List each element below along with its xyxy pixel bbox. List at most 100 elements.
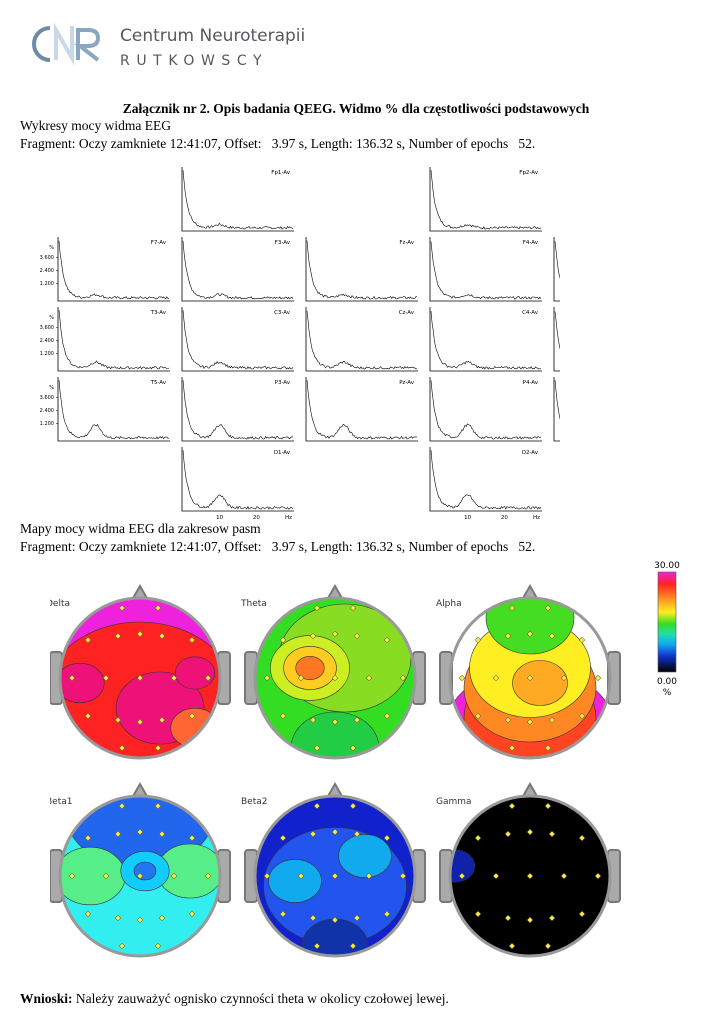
spectrum-axes: [181, 377, 294, 442]
electrode-marker: [313, 744, 321, 752]
topomap-alpha: Alpha: [436, 583, 621, 760]
spectrum-f7-av: F7-Av% 3.600 2.400 1.200: [40, 237, 170, 302]
spectrum-line: [306, 240, 418, 300]
y-unit-label: %: [49, 315, 54, 321]
electrode-marker: [309, 716, 317, 724]
band-label: Beta2: [241, 797, 267, 807]
spectrum-c4-av: C4-Av: [429, 307, 542, 372]
topomap-fill: [255, 796, 415, 956]
spectrum-axes: [181, 237, 294, 302]
scale-min-label: 0.00: [657, 677, 677, 687]
electrode-marker: [309, 830, 317, 838]
electrode-marker: [263, 872, 271, 880]
electrode-marker: [474, 834, 482, 842]
electrode-marker: [170, 872, 178, 880]
topomap-contour: [338, 834, 392, 878]
channel-label: F4-Av: [523, 240, 539, 246]
spectrum-line: [58, 380, 170, 440]
spectrum-line: [182, 170, 294, 230]
spectrum-line: [430, 380, 542, 440]
y-tick-label: 2.400: [40, 338, 54, 344]
spectrum-axes: [57, 237, 170, 302]
spectrum-axes: [429, 377, 542, 442]
maps-fragment-info: Fragment: Oczy zamkniete 12:41:07, Offse…: [20, 539, 536, 554]
electrode-marker: [365, 872, 373, 880]
head-nose: [131, 583, 149, 601]
spectrum-axes: [57, 377, 170, 442]
electrode-marker: [383, 834, 391, 842]
electrode-marker: [309, 632, 317, 640]
spectra-fragment-info: Fragment: Oczy zamkniete 12:41:07, Offse…: [20, 136, 536, 151]
channel-label: F7-Av: [151, 240, 167, 246]
cnr-logo-mark: [32, 22, 101, 66]
electrode-marker: [353, 914, 361, 922]
electrode-marker: [154, 744, 162, 752]
electrode-marker: [349, 604, 357, 612]
electrode-marker: [508, 942, 516, 950]
spectrum-axes: [181, 167, 294, 232]
conclusion: Wnioski: Należy zauważyć ognisko czynnoś…: [20, 991, 449, 1007]
electrode-marker: [548, 914, 556, 922]
electrode-marker: [309, 914, 317, 922]
y-tick-label: 1.200: [40, 351, 54, 357]
channel-label: P3-Av: [275, 380, 291, 386]
electrode-marker: [118, 744, 126, 752]
color-scale-bar: [657, 571, 677, 673]
spectrum-f3-av: F3-Av: [181, 237, 294, 302]
electrode-marker: [526, 674, 534, 682]
electrode-marker: [383, 712, 391, 720]
electrode-marker: [158, 914, 166, 922]
electrode-marker: [331, 872, 339, 880]
channel-label: Pz-Av: [399, 380, 415, 386]
band-label: Delta: [50, 599, 70, 609]
spectrum-axes: [429, 447, 542, 512]
spectrum-fz-av: Fz-Av: [305, 237, 418, 302]
spectra-grid: Fp1-Av Fp2-Av F7-Av% 3.600 2.400 1.200 F3-Av Fz…: [40, 167, 560, 521]
logo-line-1: Centrum Neuroterapii: [120, 26, 306, 46]
electrode-marker: [349, 942, 357, 950]
electrode-marker: [136, 872, 144, 880]
spectrum-t4-av: T4-Av: [553, 307, 560, 372]
channel-label: Fp2-Av: [519, 170, 538, 176]
electrode-marker: [349, 744, 357, 752]
head-outline: [448, 794, 612, 958]
electrode-marker: [544, 802, 552, 810]
electrode-marker: [136, 916, 144, 924]
electrode-marker: [331, 828, 339, 836]
topomap-contour: [295, 656, 325, 681]
spectrum-line: [554, 241, 560, 279]
electrode-marker: [548, 716, 556, 724]
channel-label: C3-Av: [274, 310, 291, 316]
x-tick-label: 10: [216, 515, 223, 521]
electrode-marker: [353, 716, 361, 724]
x-tick-label: 10: [464, 515, 471, 521]
electrode-marker: [154, 604, 162, 612]
spectrum-t6-av: T6-Av: [553, 377, 560, 442]
electrode-marker: [188, 834, 196, 842]
electrode-marker: [313, 802, 321, 810]
electrode-marker: [353, 632, 361, 640]
topomap-gamma: Gamma: [436, 781, 621, 958]
electrode-marker: [474, 712, 482, 720]
y-unit-label: %: [49, 245, 54, 251]
electrode-marker: [68, 674, 76, 682]
topographic-maps: Delta Theta Alpha Beta1 Beta2 Gamma 30.00 0.00%: [50, 561, 680, 958]
spectrum-line: [58, 240, 170, 300]
scale-unit-label: %: [663, 688, 672, 698]
electrode-marker: [349, 802, 357, 810]
electrode-marker: [188, 910, 196, 918]
electrode-marker: [526, 872, 534, 880]
topomap-beta1: Beta1: [50, 781, 231, 958]
electrode-marker: [114, 716, 122, 724]
electrode-marker: [458, 872, 466, 880]
electrode-marker: [114, 914, 122, 922]
electrode-marker: [578, 834, 586, 842]
y-tick-label: 2.400: [40, 408, 54, 414]
electrode-marker: [504, 632, 512, 640]
electrode-marker: [526, 630, 534, 638]
electrode-marker: [136, 718, 144, 726]
spectrum-axes: [181, 447, 294, 512]
head-nose: [326, 583, 344, 601]
spectrum-p3-av: P3-Av: [181, 377, 294, 442]
channel-label: T3-Av: [150, 310, 167, 316]
